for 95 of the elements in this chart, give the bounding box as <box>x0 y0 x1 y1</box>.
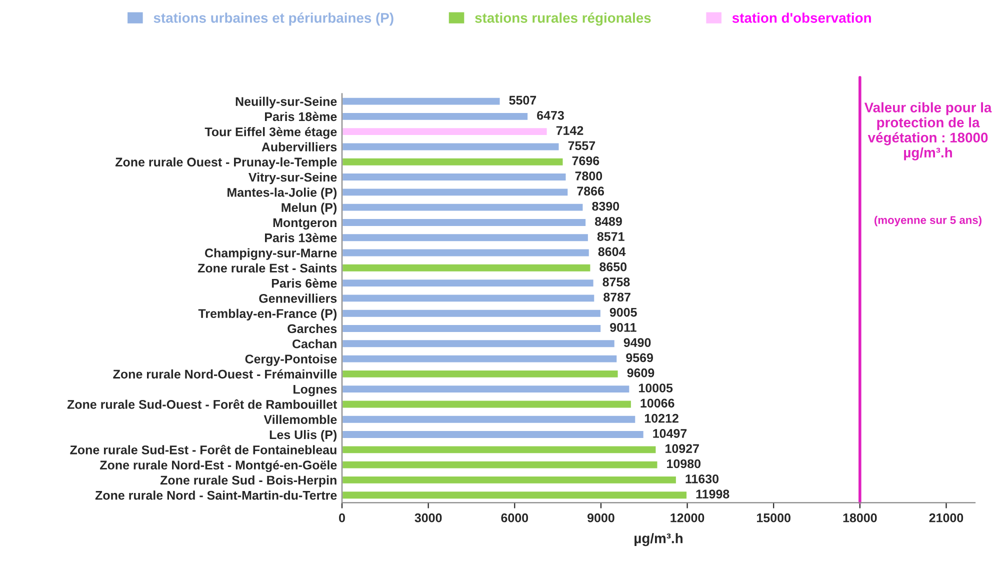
bar <box>342 490 688 500</box>
bar <box>342 430 645 440</box>
data-label: 10066 <box>640 398 674 408</box>
bar <box>342 475 678 485</box>
bar <box>342 338 616 348</box>
data-label: 8758 <box>602 278 630 286</box>
bar <box>342 399 632 410</box>
data-label: 8604 <box>598 247 626 256</box>
bar <box>342 187 570 198</box>
x-axis-title: µg/m³.h <box>634 533 682 546</box>
y-tick-label: Les Ulis (P) <box>270 430 337 442</box>
bar <box>342 354 618 364</box>
data-label: 11630 <box>686 474 719 484</box>
data-label: 9490 <box>624 338 651 347</box>
y-tick-label: Tour Eiffel 3ème étage <box>204 127 337 139</box>
y-tick-label: Zone rurale Nord-Ouest - Frémainville <box>113 369 337 379</box>
bar <box>342 263 592 273</box>
bar <box>342 202 584 212</box>
y-tick-label: Tremblay-en-France (P) <box>198 308 337 320</box>
data-label: 7557 <box>568 141 596 150</box>
bar <box>342 384 631 394</box>
bar <box>342 414 637 424</box>
bar <box>342 444 658 455</box>
y-tick-label: Neuilly-sur-Seine <box>236 96 337 108</box>
y-tick-label: Zone rurale Nord-Est - Montgé-en-Goële <box>100 460 337 472</box>
bar <box>342 218 587 228</box>
y-tick-label: Gennevilliers <box>259 294 337 303</box>
legend-label: station d'observation <box>732 12 871 23</box>
data-label: 8787 <box>604 292 630 302</box>
data-label: 10927 <box>666 444 699 454</box>
bar <box>342 112 529 122</box>
bar <box>342 157 564 167</box>
data-label: 7142 <box>556 126 584 135</box>
y-tick-label: Paris 6ème <box>272 278 337 288</box>
data-label: 8489 <box>594 216 622 226</box>
bar <box>342 460 659 470</box>
y-tick-label: Zone rurale Sud-Est - Forêt de Fontainebleau <box>70 444 336 454</box>
data-label: 7866 <box>577 186 604 196</box>
bar <box>342 248 590 258</box>
y-tick-label: Zone rurale Nord - Saint-Martin-du-Tertre <box>95 490 337 500</box>
data-label: 7696 <box>572 156 600 166</box>
data-label: 10005 <box>638 384 673 392</box>
y-tick-label: Garches <box>288 324 337 334</box>
data-label: 11998 <box>696 490 730 498</box>
bar <box>342 142 560 152</box>
y-tick-label: Zone rurale Sud - Bois-Herpin <box>160 475 336 488</box>
bar <box>342 369 620 379</box>
y-tick-label: Zone rurale Sud-Ouest - Forêt de Rambouillet <box>67 399 338 409</box>
data-label: 9005 <box>610 308 637 317</box>
y-tick-label: Champigny-sur-Marne <box>205 248 337 260</box>
data-label: 10497 <box>653 429 687 438</box>
y-tick-label: Vitry-sur-Seine <box>248 172 337 184</box>
x-tick-label: 21000 <box>929 513 964 522</box>
x-tick-label: 15000 <box>757 513 790 522</box>
y-tick-label: Paris 13ème <box>265 232 337 242</box>
x-tick-label: 6000 <box>501 513 528 522</box>
bar <box>342 278 595 288</box>
data-label: 5507 <box>509 96 536 105</box>
data-label: 10980 <box>667 459 701 468</box>
y-tick-label: Zone rurale Ouest - Prunay-le-Temple <box>115 157 337 170</box>
bar <box>342 172 568 182</box>
bar <box>342 324 602 334</box>
x-tick-label: 12000 <box>670 513 704 522</box>
y-tick-label: Zone rurale Est - Saints <box>198 263 337 273</box>
data-label: 9011 <box>610 322 636 332</box>
data-label: 8390 <box>592 202 620 211</box>
y-tick-label: Cachan <box>292 339 336 348</box>
y-tick-label: Montgeron <box>273 218 336 230</box>
x-tick-label: 18000 <box>843 513 877 522</box>
x-tick-label: 9000 <box>587 513 614 522</box>
bar <box>342 308 602 318</box>
data-label: 9569 <box>626 353 654 362</box>
y-tick-label: Cergy-Pontoise <box>245 354 337 366</box>
bar <box>342 293 596 304</box>
legend-label: stations urbaines et périurbaines (P) <box>154 12 394 26</box>
bar <box>342 232 590 242</box>
data-label: 6473 <box>537 110 564 120</box>
bar <box>342 126 548 136</box>
annotation: (moyenne sur 5 ans) <box>874 216 982 226</box>
ref-line-label: Valeur cible pour la protection de la végétation : 18000 µg/m³.h <box>864 102 992 160</box>
y-tick-label: Melun (P) <box>282 202 337 214</box>
x-tick-label: 0 <box>339 513 345 522</box>
y-tick-label: Mantes-la-Jolie (P) <box>228 188 337 200</box>
data-label: 8571 <box>597 232 624 241</box>
data-label: 7800 <box>575 172 602 180</box>
y-tick-label: Villemomble <box>264 414 337 424</box>
y-tick-label: Aubervilliers <box>262 142 337 152</box>
y-tick-label: Lognes <box>294 384 337 396</box>
data-label: 9609 <box>627 368 654 378</box>
y-tick-label: Paris 18ème <box>265 112 337 122</box>
bar <box>342 96 502 106</box>
x-tick-label: 3000 <box>414 513 442 522</box>
data-label: 10212 <box>644 414 678 423</box>
data-label: 8650 <box>600 262 627 272</box>
legend-label: stations rurales régionales <box>475 12 651 26</box>
